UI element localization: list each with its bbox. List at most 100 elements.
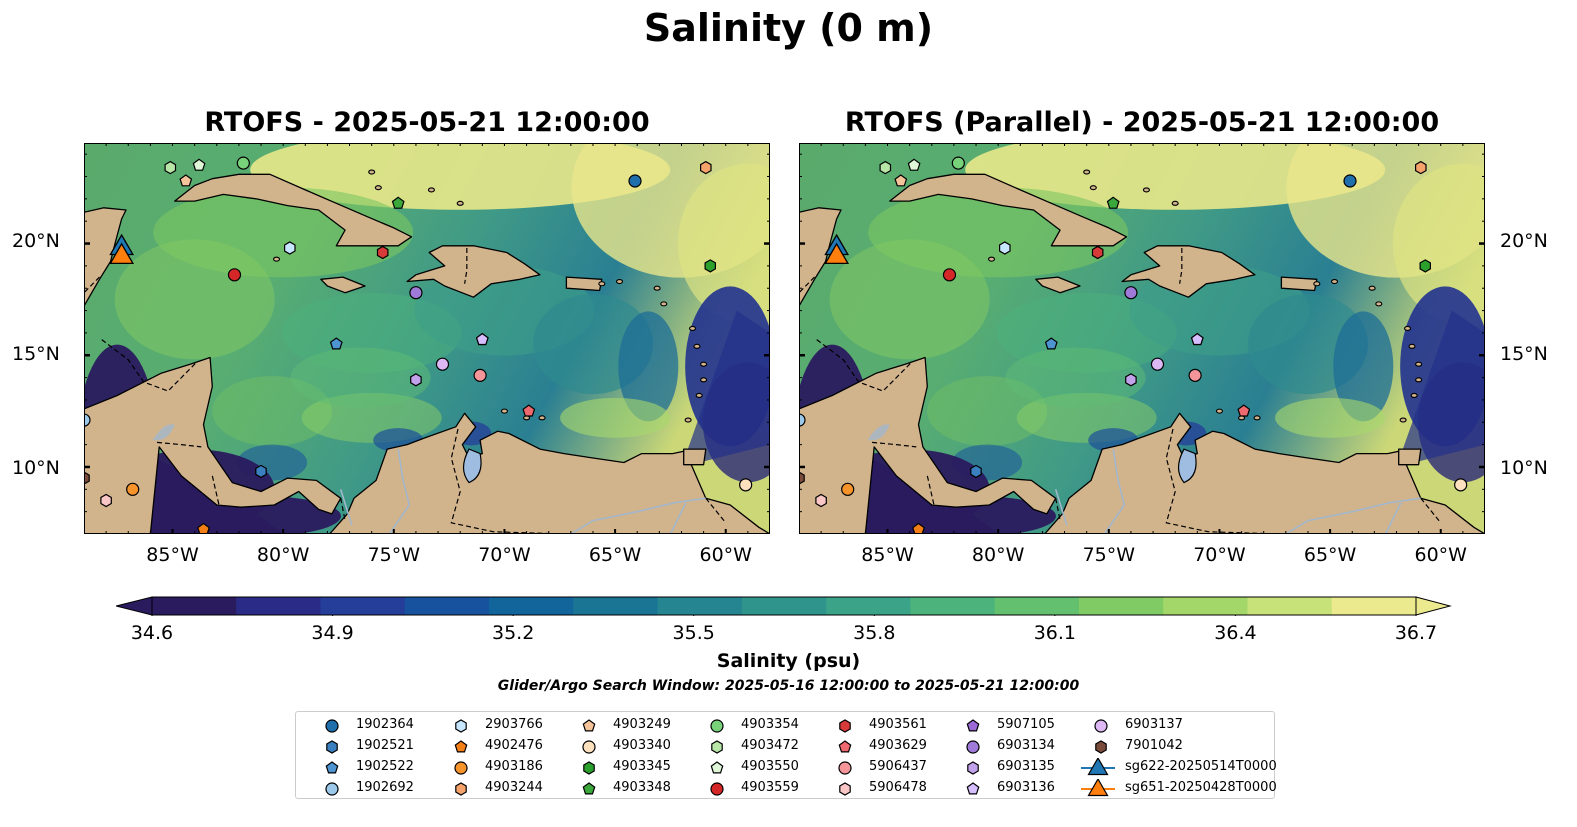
float-marker-4903186	[841, 482, 855, 496]
legend-label: sg622-20250514T0000	[1125, 759, 1277, 774]
colorbar-segment	[320, 597, 406, 615]
colorbar-segment	[573, 597, 659, 615]
float-marker-6903137	[1150, 357, 1165, 371]
float-marker-4903354	[951, 156, 965, 170]
legend-marker-icon	[839, 782, 851, 796]
colorbar-tick-label: 36.1	[1033, 622, 1076, 644]
lon-tick-left: 70°W	[478, 544, 531, 566]
float-marker-4903559	[942, 268, 957, 282]
search-window-caption: Glider/Argo Search Window: 2025-05-16 12…	[497, 678, 1080, 694]
float-marker-1902692	[84, 413, 91, 427]
legend-symbol	[710, 761, 724, 774]
legend-symbol	[967, 761, 979, 775]
lon-tick-right: 85°W	[861, 544, 914, 566]
colorbar-segment	[657, 597, 743, 615]
legend-symbol	[582, 719, 596, 732]
float-marker-4903561	[1091, 245, 1104, 260]
legend-marker-icon	[325, 782, 339, 796]
float-marker-6903136	[1190, 332, 1204, 346]
colorbar-tick-label: 34.9	[311, 622, 354, 644]
float-marker-1902522	[329, 337, 343, 350]
legend-label: 6903137	[1125, 717, 1183, 732]
land-trinidad	[683, 448, 707, 466]
float-marker-4903550	[907, 158, 921, 171]
legend-label: 5906437	[869, 759, 927, 774]
lon-tick-right: 65°W	[1303, 544, 1357, 566]
legend-marker-icon	[967, 761, 979, 775]
legend-marker-icon	[839, 719, 851, 733]
float-marker-1902692	[799, 413, 806, 427]
legend-marker-icon	[966, 740, 980, 754]
legend-symbol	[838, 761, 852, 775]
legend-symbol	[582, 782, 596, 795]
right-map-panel	[799, 143, 1485, 534]
colorbar	[116, 596, 1452, 616]
legend-marker-icon	[710, 719, 724, 733]
legend-label: 4903244	[485, 780, 543, 795]
colorbar-segment	[994, 597, 1080, 615]
legend-marker-icon	[583, 761, 595, 775]
float-marker-4903629	[1237, 404, 1251, 417]
land-jamaica	[320, 276, 366, 294]
legend-marker-icon	[325, 719, 339, 733]
legend-label: 5907105	[997, 717, 1055, 732]
legend-marker-icon	[1081, 758, 1115, 776]
colorbar-segment	[1163, 597, 1248, 615]
float-marker-4903244	[1414, 160, 1427, 175]
legend-symbol	[454, 761, 468, 775]
colorbar-segment	[910, 597, 996, 615]
legend-label: 4903561	[869, 717, 927, 732]
land-hispaniola	[406, 245, 541, 298]
legend-symbol	[710, 782, 724, 796]
legend-symbol	[455, 782, 467, 796]
lat-tick-left: 10°N	[12, 457, 60, 479]
lon-tick-left: 65°W	[588, 544, 642, 566]
float-marker-4902476	[197, 522, 210, 534]
colorbar-tick-label: 36.7	[1394, 622, 1438, 644]
colorbar-label: Salinity (psu)	[716, 650, 861, 672]
land-cuba	[174, 173, 413, 247]
float-marker-4903348	[1106, 196, 1120, 209]
legend-label: 4902476	[485, 738, 543, 753]
lon-tick-left: 85°W	[146, 544, 199, 566]
legend-label: 4903629	[869, 738, 927, 753]
land-puertoRico	[1280, 276, 1318, 292]
float-marker-6903135	[410, 373, 422, 387]
colorbar-segment	[826, 597, 911, 615]
legend-label: 4903550	[741, 759, 799, 774]
colorbar-segment	[236, 597, 322, 615]
float-marker-6903137	[435, 357, 450, 371]
legend-label: 4903340	[613, 738, 671, 753]
legend-symbol	[966, 782, 980, 795]
colorbar-segment	[152, 597, 237, 615]
legend-label: 4903472	[741, 738, 799, 753]
lon-tick-left: 75°W	[367, 544, 421, 566]
float-marker-4903559	[227, 268, 242, 282]
legend-label: 4903354	[741, 717, 799, 732]
legend-marker-icon	[966, 719, 980, 732]
float-marker-4903186	[126, 482, 140, 496]
legend-symbol	[325, 782, 339, 796]
float-marker-4903472	[164, 160, 177, 175]
float-marker-7901042	[84, 471, 90, 485]
legend-marker-icon	[455, 719, 467, 733]
legend-marker-icon	[1094, 719, 1108, 733]
land-mexico	[84, 207, 127, 307]
legend-label: 4903559	[741, 780, 799, 795]
legend-label: 6903134	[997, 738, 1055, 753]
legend-symbol	[966, 719, 980, 732]
legend-label: 7901042	[1125, 738, 1183, 753]
legend-label: 4903186	[485, 759, 543, 774]
legend-symbol	[839, 719, 851, 733]
colorbar-segment	[741, 597, 827, 615]
legend-marker-icon	[454, 761, 468, 775]
float-marker-4903345	[704, 259, 717, 273]
float-marker-5906437	[473, 368, 487, 382]
legend: 1902364 1902521 1902522 1902692 2903766 49024…	[295, 711, 1277, 799]
legend-marker-icon	[1095, 740, 1107, 754]
colorbar-tick-label: 34.6	[130, 622, 174, 644]
land-southAmerica	[1043, 412, 1485, 534]
float-marker-1902521	[970, 464, 982, 479]
legend-symbol	[583, 761, 595, 775]
colorbar-extend-max	[1415, 596, 1452, 616]
